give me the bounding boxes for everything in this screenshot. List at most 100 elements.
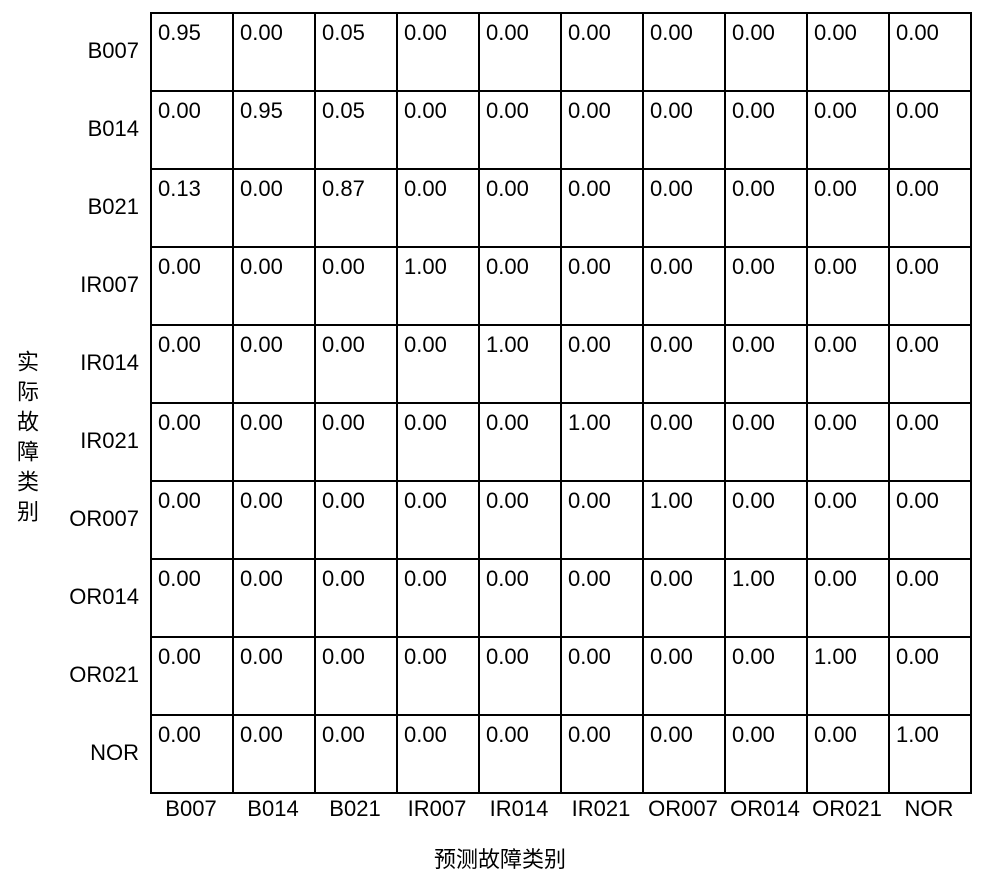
matrix-cell: 0.00 <box>889 403 971 481</box>
matrix-cell: 0.00 <box>807 559 889 637</box>
matrix-cell: 0.00 <box>889 169 971 247</box>
matrix-cell: 0.00 <box>725 247 807 325</box>
matrix-cell: 0.00 <box>725 637 807 715</box>
matrix-cell: 0.00 <box>397 559 479 637</box>
col-label: IR014 <box>478 796 560 822</box>
matrix-cell: 0.00 <box>561 13 643 91</box>
matrix-cell: 0.00 <box>725 169 807 247</box>
matrix-cell: 0.00 <box>643 325 725 403</box>
matrix-cell: 0.00 <box>479 403 561 481</box>
matrix-cell: 0.00 <box>643 715 725 793</box>
matrix-cell: 0.00 <box>397 325 479 403</box>
col-label: NOR <box>888 796 970 822</box>
matrix-cell: 0.00 <box>725 325 807 403</box>
matrix-cell: 0.87 <box>315 169 397 247</box>
matrix-cell: 0.00 <box>561 715 643 793</box>
matrix-cell: 1.00 <box>807 637 889 715</box>
matrix-cell: 1.00 <box>725 559 807 637</box>
matrix-cell: 0.00 <box>889 559 971 637</box>
matrix-cell: 0.00 <box>643 169 725 247</box>
matrix-cell: 0.00 <box>151 481 233 559</box>
matrix-cell: 0.00 <box>643 13 725 91</box>
col-label: OR007 <box>642 796 724 822</box>
table-row: 0.000.950.050.000.000.000.000.000.000.00 <box>151 91 971 169</box>
matrix-cell: 1.00 <box>397 247 479 325</box>
matrix-cell: 0.00 <box>725 715 807 793</box>
matrix-cell: 0.00 <box>889 247 971 325</box>
matrix-cell: 0.00 <box>561 481 643 559</box>
matrix-cell: 0.00 <box>397 91 479 169</box>
matrix-cell: 0.00 <box>315 715 397 793</box>
row-labels: B007B014B021IR007IR014IR021OR007OR014OR0… <box>45 12 145 792</box>
matrix-cell: 0.00 <box>807 91 889 169</box>
matrix-cell: 0.00 <box>315 325 397 403</box>
col-labels: B007B014B021IR007IR014IR021OR007OR014OR0… <box>150 796 970 822</box>
x-axis-title: 预测故障类别 <box>434 842 566 874</box>
matrix-cell: 0.13 <box>151 169 233 247</box>
matrix-cell: 0.95 <box>151 13 233 91</box>
matrix-cell: 0.00 <box>479 481 561 559</box>
matrix-cell: 0.00 <box>889 637 971 715</box>
row-label: IR014 <box>45 324 145 402</box>
matrix-cell: 0.00 <box>315 403 397 481</box>
matrix-cell: 0.00 <box>561 325 643 403</box>
matrix-cell: 0.00 <box>807 481 889 559</box>
matrix-cell: 0.00 <box>807 715 889 793</box>
matrix-cell: 0.00 <box>725 403 807 481</box>
col-label: IR007 <box>396 796 478 822</box>
matrix-cell: 1.00 <box>643 481 725 559</box>
matrix-cell: 0.00 <box>233 325 315 403</box>
matrix-cell: 0.00 <box>725 91 807 169</box>
matrix-cell: 0.00 <box>233 559 315 637</box>
matrix-cell: 0.00 <box>807 403 889 481</box>
table-row: 0.000.000.000.000.000.000.001.000.000.00 <box>151 559 971 637</box>
matrix-cell: 0.00 <box>479 247 561 325</box>
row-label: OR007 <box>45 480 145 558</box>
matrix-cell: 0.00 <box>561 637 643 715</box>
row-label: IR007 <box>45 246 145 324</box>
col-label: B021 <box>314 796 396 822</box>
matrix-cell: 0.00 <box>397 403 479 481</box>
matrix-cell: 0.00 <box>151 637 233 715</box>
matrix-cell: 0.00 <box>479 169 561 247</box>
matrix-cell: 0.00 <box>315 637 397 715</box>
table-row: 0.000.000.000.000.001.000.000.000.000.00 <box>151 403 971 481</box>
matrix-cell: 0.00 <box>315 481 397 559</box>
matrix-cell: 0.00 <box>725 13 807 91</box>
matrix-cell: 0.00 <box>151 247 233 325</box>
matrix-cell: 0.00 <box>233 169 315 247</box>
matrix-cell: 1.00 <box>479 325 561 403</box>
row-label: OR021 <box>45 636 145 714</box>
table-row: 0.130.000.870.000.000.000.000.000.000.00 <box>151 169 971 247</box>
matrix-cell: 0.00 <box>233 403 315 481</box>
matrix-cell: 0.00 <box>397 481 479 559</box>
matrix-cell: 0.00 <box>479 13 561 91</box>
matrix-cell: 0.00 <box>725 481 807 559</box>
matrix-cell: 0.00 <box>561 169 643 247</box>
matrix-cell: 0.00 <box>397 169 479 247</box>
matrix-cell: 0.95 <box>233 91 315 169</box>
matrix-cell: 0.00 <box>479 715 561 793</box>
matrix-cell: 0.00 <box>807 325 889 403</box>
row-label: B021 <box>45 168 145 246</box>
table-row: 0.000.000.000.000.000.000.000.000.001.00 <box>151 715 971 793</box>
col-label: OR021 <box>806 796 888 822</box>
row-label: B014 <box>45 90 145 168</box>
matrix-cell: 0.00 <box>807 13 889 91</box>
matrix-cell: 0.00 <box>889 481 971 559</box>
matrix-cell: 1.00 <box>561 403 643 481</box>
matrix-cell: 0.00 <box>561 247 643 325</box>
matrix-cell: 0.00 <box>315 247 397 325</box>
row-label: OR014 <box>45 558 145 636</box>
matrix-cell: 0.00 <box>643 637 725 715</box>
matrix-cell: 0.00 <box>233 637 315 715</box>
matrix-cell: 0.00 <box>807 247 889 325</box>
y-axis-title: 实际故障类别 <box>10 350 42 530</box>
matrix-cell: 0.00 <box>151 91 233 169</box>
matrix-cell: 0.00 <box>233 481 315 559</box>
matrix-cell: 0.00 <box>479 91 561 169</box>
matrix-cell: 0.00 <box>233 715 315 793</box>
table-row: 0.000.000.000.000.000.000.000.001.000.00 <box>151 637 971 715</box>
matrix-cell: 0.00 <box>397 715 479 793</box>
matrix-cell: 0.00 <box>643 559 725 637</box>
